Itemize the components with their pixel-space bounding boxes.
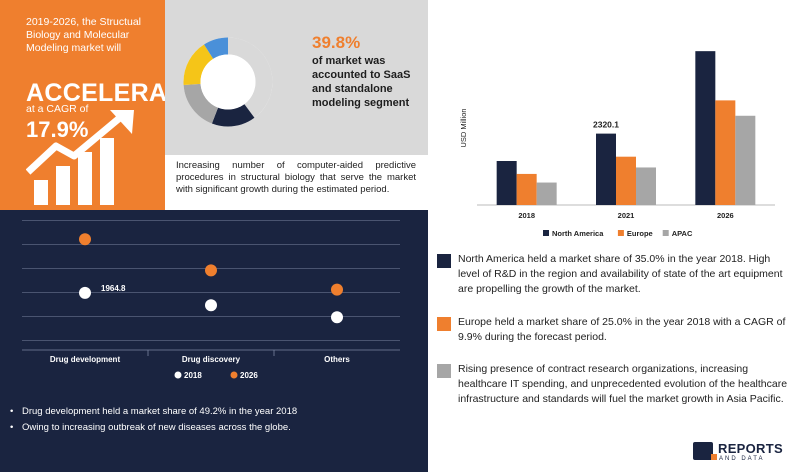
logo-sub: AND DATA	[719, 456, 765, 462]
legend-label: 2018	[184, 371, 202, 380]
bullet-text: Owing to increasing outbreak of new dise…	[22, 422, 291, 433]
note-europe: Europe held a market share of 25.0% in t…	[437, 315, 787, 350]
bar-2018-europe	[516, 173, 537, 205]
segment-donut-chart	[183, 37, 273, 127]
bar-2026-apac	[735, 115, 756, 205]
legend-label: 2026	[240, 371, 258, 380]
dot-2026-1	[205, 264, 217, 277]
legend-label: Europe	[627, 229, 653, 238]
donut-slice	[183, 37, 273, 127]
application-dot-chart: Drug development Drug discovery Others 1964…	[22, 220, 400, 380]
bullet-item: • Owing to increasing outbreak of new dis…	[8, 420, 418, 436]
application-bullets: • Drug development held a market share of…	[8, 404, 418, 436]
accelerate-panel: 2019-2026, the Structual Biology and Mol…	[0, 0, 198, 210]
note-text: Europe held a market share of 25.0% in t…	[458, 316, 786, 343]
intro-text: 2019-2026, the Structual Biology and Mol…	[26, 16, 141, 54]
cagr-label: at a CAGR of	[26, 103, 89, 115]
bar-2018-apac	[536, 182, 557, 205]
bullet-text: Drug development held a market share of …	[22, 406, 298, 417]
apac-swatch	[437, 364, 451, 378]
x-tick-label: Others	[324, 355, 350, 364]
bullet-icon: •	[10, 406, 14, 417]
legend-label: North America	[552, 229, 604, 238]
regional-bar-chart: USD Million 2018 2021 2026 2320.1 North Ameri…	[459, 51, 775, 238]
dot-2018-0	[79, 286, 91, 299]
x-tick-label: 2021	[618, 211, 635, 220]
legend-dot	[230, 371, 238, 379]
growth-chart-icon	[26, 110, 134, 205]
share-value: 39.8%	[312, 33, 361, 52]
logo-word: REPORTS	[718, 441, 783, 456]
dot-2026-2	[331, 283, 343, 296]
donut-slice	[183, 37, 273, 127]
bullet-item: • Drug development held a market share of…	[8, 404, 418, 420]
bar-2021-europe	[616, 156, 636, 205]
dot-2018-1	[205, 299, 217, 312]
logo-mark-icon	[693, 442, 717, 460]
x-tick-label: 2026	[717, 211, 734, 220]
bar-2026-north-america	[695, 51, 716, 206]
x-tick-label: 2018	[518, 211, 535, 220]
bar-2021-north-america	[596, 133, 616, 205]
donut-slice	[183, 37, 273, 127]
application-panel: Drug development Drug discovery Others 1964…	[0, 210, 428, 472]
note-apac: Rising presence of contract research org…	[437, 362, 787, 422]
legend-swatch	[543, 230, 549, 236]
bar-2026-europe	[715, 100, 736, 205]
north-america-swatch	[437, 254, 451, 268]
legend-label: APAC	[672, 229, 693, 238]
legend-dot	[174, 371, 182, 379]
dot-data-label: 1964.8	[101, 284, 126, 293]
legend-swatch	[617, 230, 624, 236]
legend-swatch	[662, 230, 669, 236]
bar-2021-apac	[636, 167, 656, 205]
reports-and-data-logo: REPORTS AND DATA	[693, 441, 793, 467]
driver-text: Increasing number of computer-aided pred…	[176, 160, 416, 195]
bar-data-label: 2320.1	[593, 120, 619, 130]
bar-2018-north-america	[496, 161, 517, 205]
y-axis-label: USD Million	[459, 108, 468, 147]
bullet-icon: •	[10, 422, 14, 433]
note-text: North America held a market share of 35.…	[458, 253, 783, 295]
x-tick-label: Drug development	[50, 355, 121, 364]
dot-2018-2	[331, 311, 343, 324]
dot-2026-0	[79, 233, 91, 246]
europe-swatch	[437, 317, 451, 331]
x-tick-label: Drug discovery	[182, 355, 241, 364]
note-north-america: North America held a market share of 35.…	[437, 252, 787, 302]
cagr-value: 17.9%	[26, 117, 89, 142]
note-text: Rising presence of contract research org…	[458, 363, 788, 405]
share-text: of market was accounted to SaaS and stan…	[312, 55, 411, 109]
